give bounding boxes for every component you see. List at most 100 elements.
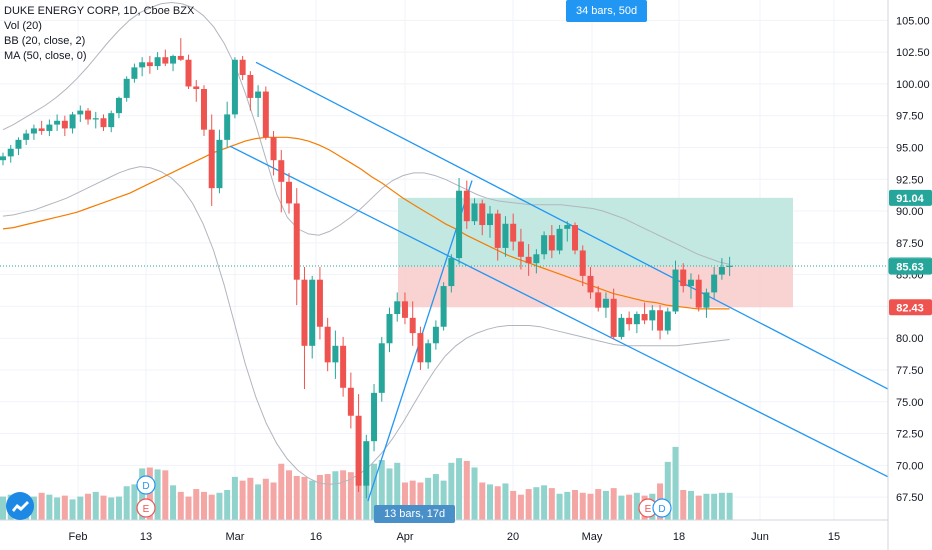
candle-body [664, 311, 671, 331]
volume-bar [680, 490, 687, 520]
volume-bar [162, 470, 169, 520]
earnings-marker[interactable] [136, 498, 156, 518]
volume-bar [726, 492, 733, 520]
legend-bollinger[interactable]: BB (20, close, 2) [4, 35, 86, 47]
volume-bar [185, 496, 192, 520]
candle-body [30, 128, 37, 134]
candle-body [200, 88, 207, 130]
volume-bar [115, 496, 122, 520]
candle-body [255, 91, 262, 98]
volume-bar [533, 487, 540, 520]
volume-bar [200, 491, 207, 520]
price-tag-entry [889, 258, 932, 275]
candle-body [463, 190, 470, 222]
volume-bar [401, 482, 408, 520]
volume-bar [626, 494, 633, 520]
volume-bar [456, 458, 463, 520]
channel-upper-line[interactable] [255, 61, 889, 390]
time-axis[interactable]: Feb 13 Mar 16 Apr 20 May 18 Jun 15 [0, 519, 888, 543]
x-tick-label: 15 [828, 531, 840, 543]
x-tick-label: Jun [751, 531, 769, 543]
legend-volume[interactable]: Vol (20) [4, 20, 42, 32]
volume-bar [239, 480, 246, 520]
volume-bar [262, 478, 269, 520]
candle-body [355, 415, 362, 486]
volume-bar [46, 494, 53, 520]
event-markers[interactable]: DE E D [136, 475, 672, 518]
x-tick-label: 13 [140, 531, 152, 543]
volume-bar [131, 484, 138, 520]
candle-body [262, 91, 269, 138]
candle-body [425, 343, 432, 363]
candle-body [718, 266, 725, 275]
candle-body [386, 314, 393, 344]
volume-bar [77, 496, 84, 520]
volume-bar [193, 489, 200, 520]
dividend-marker[interactable] [652, 498, 672, 518]
volume-bar [154, 469, 161, 520]
y-tick-label: 90.00 [896, 206, 924, 218]
volume-bar [510, 490, 517, 520]
legend-moving-average[interactable]: MA (50, close, 0) [4, 50, 87, 62]
y-tick-label: 105.00 [896, 15, 930, 27]
candle-body [703, 292, 710, 308]
candle-body [602, 298, 609, 308]
candle-body [626, 317, 633, 325]
volume-bar [177, 491, 184, 520]
candle-body [231, 59, 238, 115]
candle-body [139, 62, 146, 68]
volume-bar [371, 463, 378, 520]
moving-average-line [2, 136, 730, 310]
volume-bar [255, 484, 262, 520]
volume-bar [703, 493, 710, 520]
candle-body [38, 128, 45, 131]
candle-body [115, 97, 122, 114]
channel-lower-line[interactable] [229, 145, 889, 478]
volume-bar [494, 486, 501, 520]
volume-bar [347, 472, 354, 520]
candle-body [572, 225, 579, 251]
y-tick-label: 67.50 [896, 492, 924, 504]
candle-body [239, 59, 246, 76]
volume-bar [432, 474, 439, 520]
price-axis[interactable]: 105.00 102.50 100.00 97.50 95.00 92.50 90.00 87… [887, 0, 930, 550]
y-tick-label: 70.00 [896, 460, 924, 472]
bollinger-upper-line [2, 1, 730, 265]
candle-body [69, 114, 76, 129]
volume-bar [409, 480, 416, 520]
price-tag-target [889, 189, 932, 206]
candle-body [680, 269, 687, 287]
price-tag-label: 85.63 [896, 262, 924, 274]
y-tick-label: 80.00 [896, 333, 924, 345]
volume-bar [332, 471, 339, 520]
tradingview-logo-icon[interactable] [6, 492, 34, 520]
volume-bar [672, 446, 679, 520]
candle-body [131, 67, 138, 79]
volume-bar [579, 492, 586, 520]
volume-bar [610, 488, 617, 520]
candle-body [371, 392, 378, 442]
volume-bar [85, 493, 92, 520]
volume-bar [208, 494, 215, 520]
volume-bar [548, 488, 555, 520]
volume-bar [541, 485, 548, 520]
volume-bar [564, 491, 571, 520]
candle-body [77, 110, 84, 115]
candle-body [579, 250, 586, 276]
dividend-marker[interactable] [136, 475, 156, 495]
candle-body [92, 118, 99, 120]
candle-body [440, 286, 447, 327]
volume-bar [324, 474, 331, 520]
candle-body [0, 156, 6, 161]
candle-body [687, 279, 694, 287]
candle-body [711, 274, 718, 293]
candle-body [340, 345, 347, 388]
volume-bar [54, 497, 61, 520]
candle-body [208, 129, 215, 189]
volume-bar [695, 495, 702, 520]
candle-body [595, 292, 602, 308]
volume-bar [471, 467, 478, 520]
volume-bar [170, 485, 177, 520]
